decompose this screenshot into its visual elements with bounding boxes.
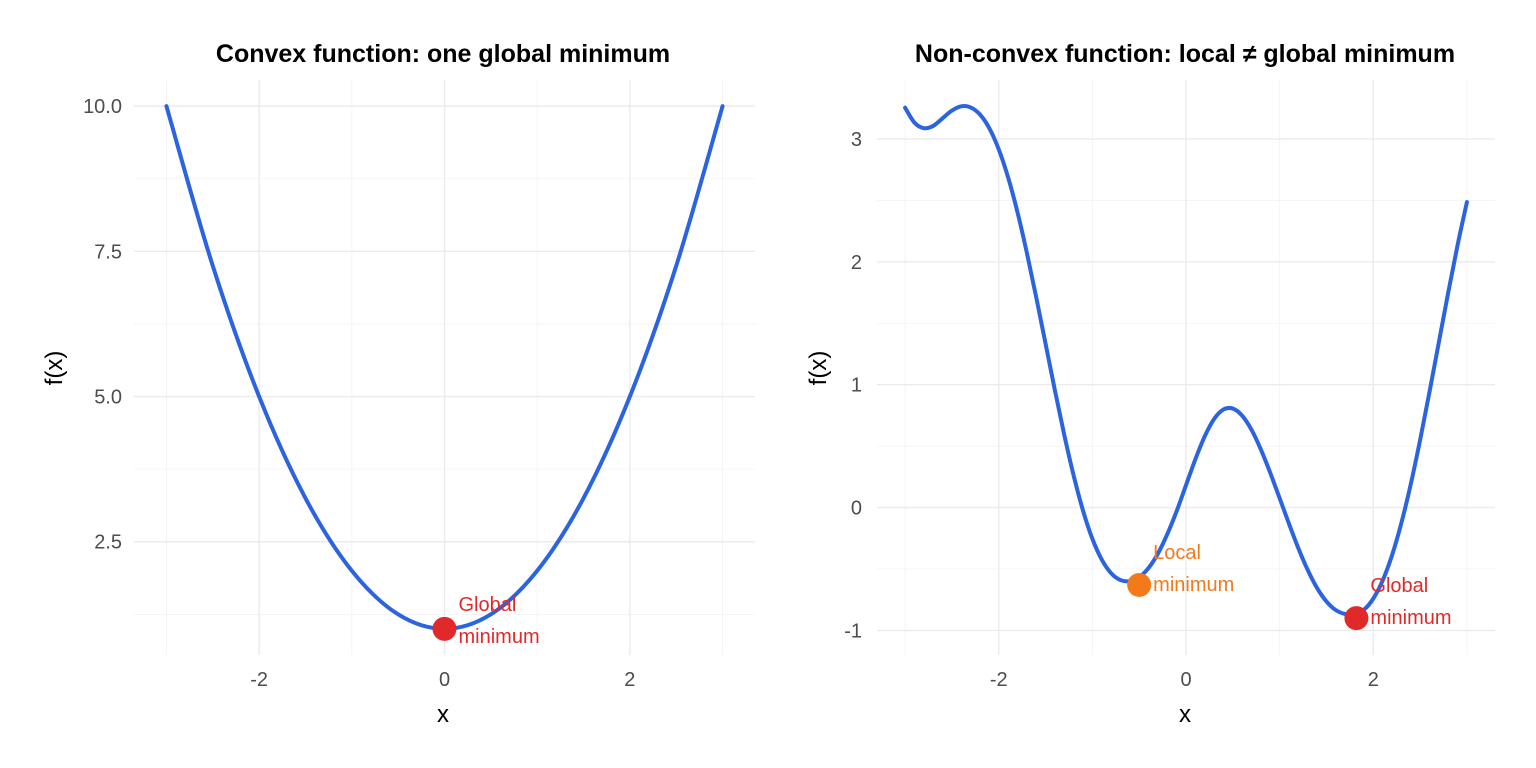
convex-panel: -2 0 2 2.5 5.0 7.5 10.0 Convex function: one gl…: [41, 40, 755, 728]
y-tick-label: 2: [851, 252, 862, 274]
minimum-point: [1127, 572, 1152, 597]
x-axis-label: x: [1179, 701, 1191, 728]
series-line: [903, 104, 1469, 618]
y-tick-label: 10.0: [83, 96, 122, 118]
minimum-label: Global: [1370, 575, 1428, 597]
nonconvex-panel: -2 0 2 -1 0 1 2 3 Non-convex function: local ≠ g…: [805, 40, 1495, 728]
minimum-point: [1344, 606, 1369, 631]
y-tick-label: 1: [851, 375, 862, 397]
minimum-label: minimum: [459, 626, 540, 648]
x-tick-label: -2: [990, 669, 1008, 691]
x-tick-label: 2: [1368, 669, 1379, 691]
y-tick-label: -1: [844, 620, 862, 642]
minimum-label: Local: [1153, 542, 1201, 564]
x-tick-label: 2: [624, 669, 635, 691]
y-tick-label: 7.5: [94, 241, 122, 263]
x-tick-label: 0: [1180, 669, 1191, 691]
x-axis-label: x: [437, 701, 449, 728]
y-tick-label: 3: [851, 129, 862, 151]
y-axis-label: f(x): [41, 351, 68, 386]
minimum-point: [432, 616, 457, 641]
chart-title: Convex function: one global minimum: [216, 40, 670, 68]
y-tick-label: 2.5: [94, 532, 122, 554]
x-tick-label: -2: [250, 669, 268, 691]
y-axis-label: f(x): [805, 351, 832, 386]
minimum-label: minimum: [1370, 607, 1451, 629]
chart-title: Non-convex function: local ≠ global mini…: [915, 40, 1455, 68]
y-tick-label: 0: [851, 498, 862, 520]
y-tick-label: 5.0: [94, 387, 122, 409]
minimum-label: Global: [459, 594, 517, 616]
x-tick-label: 0: [439, 669, 450, 691]
minimum-label: minimum: [1153, 574, 1234, 596]
